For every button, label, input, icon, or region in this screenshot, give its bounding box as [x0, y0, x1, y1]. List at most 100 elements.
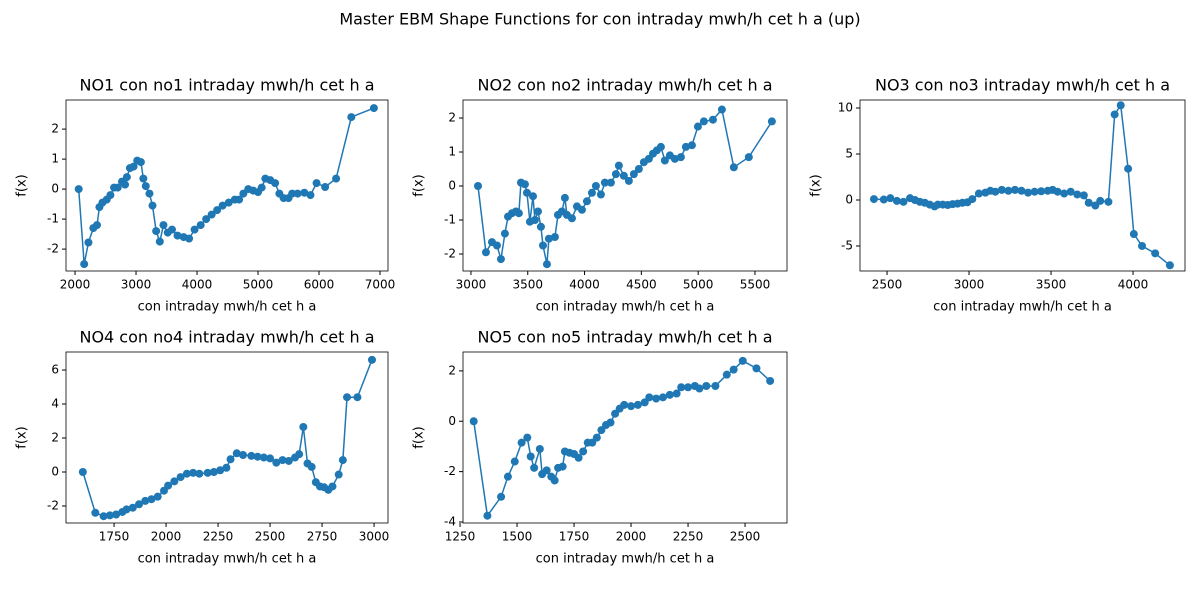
point [483, 511, 492, 520]
point [492, 241, 501, 250]
point [288, 189, 297, 198]
point [239, 451, 248, 460]
point [693, 122, 702, 131]
y-tick-label: 5 [845, 146, 853, 160]
axes-frame [462, 99, 788, 272]
point [592, 433, 601, 442]
point [535, 444, 544, 453]
point [218, 201, 227, 210]
point [542, 466, 551, 475]
point [579, 447, 588, 456]
point [253, 452, 262, 461]
y-tick-label: -2 [47, 242, 59, 256]
point [582, 197, 591, 206]
y-tick-label: 0 [51, 465, 59, 479]
y-tick-label: -5 [841, 238, 853, 252]
point [259, 453, 268, 462]
point [544, 234, 553, 243]
point [672, 389, 681, 398]
point [78, 468, 87, 477]
x-tick-label: 2500 [872, 278, 903, 292]
y-axis-label: f(x) [412, 174, 427, 196]
point [974, 189, 983, 198]
point [84, 238, 93, 247]
point [216, 466, 225, 475]
y-tick-label: 0 [448, 179, 456, 193]
point [232, 449, 241, 458]
point [606, 178, 615, 187]
point [203, 468, 212, 477]
point [1084, 198, 1093, 207]
point [574, 453, 583, 462]
point [224, 198, 233, 207]
point [328, 482, 337, 491]
point [627, 402, 636, 411]
point [170, 477, 179, 486]
point [106, 191, 115, 200]
x-tick-label: 7000 [365, 278, 396, 292]
point [353, 393, 362, 402]
point [611, 170, 620, 179]
point [538, 241, 547, 250]
point [343, 393, 352, 402]
point [1053, 187, 1062, 196]
point [113, 183, 122, 192]
point [997, 185, 1006, 194]
axes-frame [859, 99, 1186, 272]
axes-frame [65, 99, 389, 272]
point [155, 237, 164, 246]
point [338, 456, 347, 465]
point [147, 495, 156, 504]
point [687, 141, 696, 150]
point [533, 207, 542, 216]
y-tick-label: 4 [51, 397, 59, 411]
point [634, 165, 643, 174]
point [334, 470, 343, 479]
point [752, 364, 761, 373]
point [744, 153, 753, 162]
point [209, 468, 218, 477]
point [496, 255, 505, 264]
subplot-title: NO4 con no4 intraday mwh/h cet h a [79, 328, 374, 347]
point [899, 197, 908, 206]
point [1024, 188, 1033, 197]
point [222, 463, 231, 472]
x-tick-label: 5500 [740, 278, 771, 292]
y-tick-label: 2 [448, 111, 456, 125]
point [1151, 249, 1160, 258]
y-tick-label: 10 [838, 101, 853, 115]
x-tick-label: 1250 [445, 530, 476, 544]
point [629, 170, 638, 179]
point [729, 365, 738, 374]
point [307, 462, 316, 471]
point [676, 153, 685, 162]
axes-frame [462, 351, 788, 524]
point [153, 492, 162, 501]
x-tick-label: 1750 [99, 530, 130, 544]
x-tick-label: 4500 [626, 278, 657, 292]
point [207, 210, 216, 219]
x-axis-label: con intraday mwh/h cet h a [933, 300, 1112, 315]
y-tick-label: 0 [845, 192, 853, 206]
point [497, 492, 506, 501]
subplot-title: NO5 con no5 intraday mwh/h cet h a [477, 328, 772, 347]
point [567, 214, 576, 223]
point [257, 183, 266, 192]
point [596, 190, 605, 199]
x-tick-label: 2500 [730, 530, 761, 544]
point [577, 205, 586, 214]
y-axis-label: f(x) [809, 174, 824, 196]
point [121, 180, 130, 189]
point [1060, 189, 1069, 198]
point [182, 469, 191, 478]
point [1004, 186, 1013, 195]
point [560, 193, 569, 202]
point [660, 156, 669, 165]
point [196, 221, 205, 230]
point [122, 173, 131, 182]
point [522, 188, 531, 197]
point [105, 511, 114, 520]
x-tick-label: 3500 [512, 278, 543, 292]
point [1096, 196, 1105, 205]
